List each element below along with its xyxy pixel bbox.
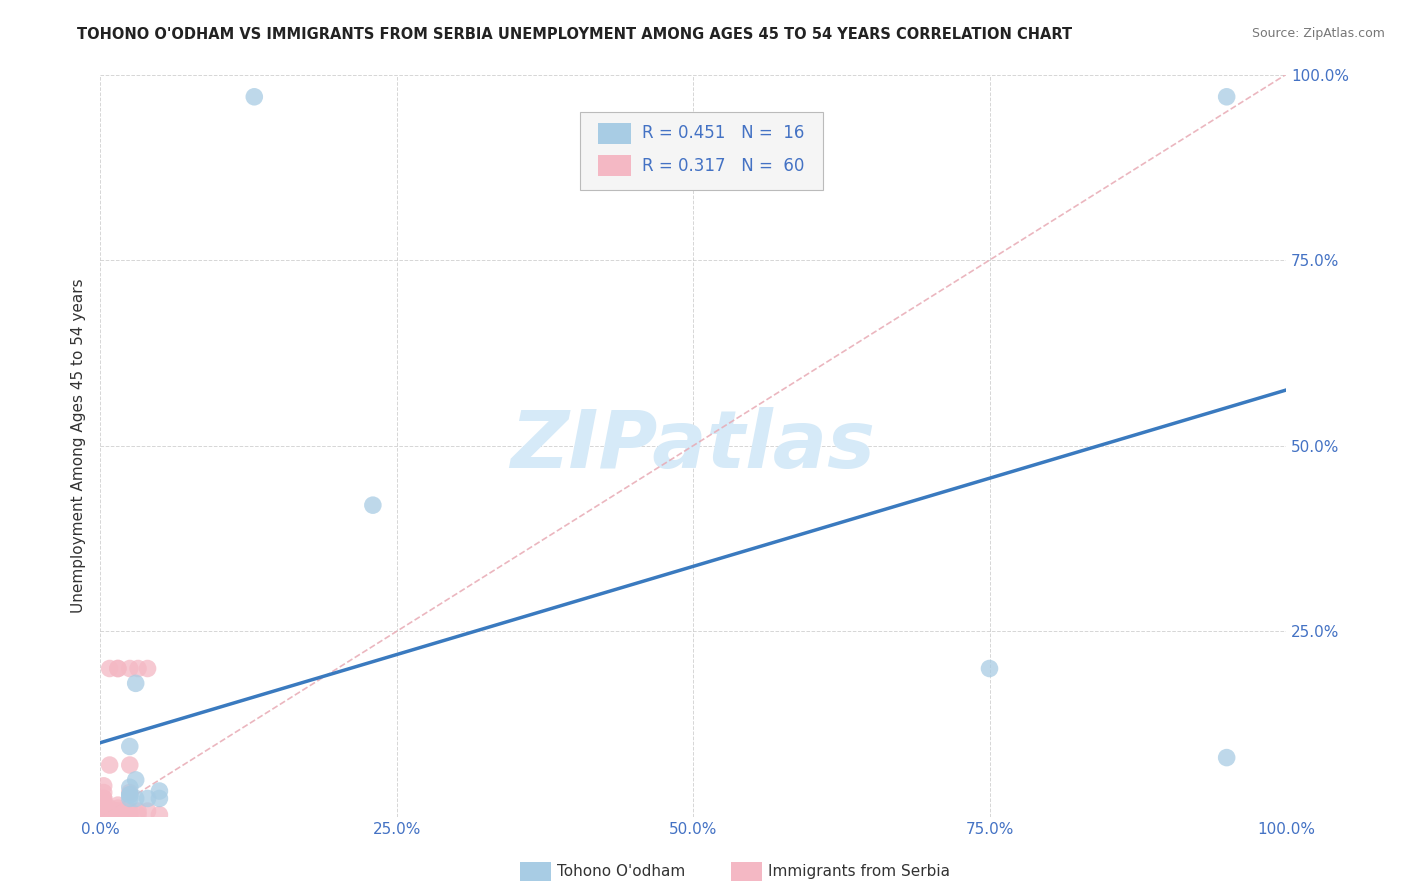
Point (118, 788, 141, 802)
Point (93, 807, 115, 822)
Point (118, 791, 141, 805)
Point (93, 807, 115, 822)
Point (1215, 90, 1237, 104)
Point (125, 791, 148, 805)
Point (127, 661, 149, 675)
Point (107, 807, 129, 822)
Point (93, 801, 115, 815)
Point (136, 791, 159, 805)
Point (93, 807, 115, 822)
Point (93, 791, 115, 805)
Point (118, 807, 141, 822)
Point (93, 807, 115, 822)
Point (118, 780, 141, 795)
Point (118, 661, 141, 675)
Point (93, 807, 115, 822)
Point (93, 807, 115, 822)
Point (93, 798, 115, 813)
Point (361, 498, 384, 512)
Point (93, 795, 115, 809)
Point (107, 661, 129, 675)
Point (127, 804, 149, 818)
Point (93, 807, 115, 822)
Point (98, 807, 121, 822)
Point (112, 804, 135, 818)
Text: R = 0.451   N =  16: R = 0.451 N = 16 (643, 124, 804, 142)
FancyBboxPatch shape (581, 112, 824, 190)
Point (93, 791, 115, 805)
Point (93, 785, 115, 799)
Point (98, 661, 121, 675)
Point (98, 804, 121, 818)
Point (148, 791, 170, 805)
Point (118, 758, 141, 772)
Point (127, 807, 149, 822)
Point (118, 785, 141, 799)
Point (93, 798, 115, 813)
Point (93, 807, 115, 822)
Point (93, 807, 115, 822)
Point (125, 772, 148, 787)
Point (98, 758, 121, 772)
Point (979, 661, 1001, 675)
Text: R = 0.317   N =  60: R = 0.317 N = 60 (643, 157, 804, 175)
Point (107, 661, 129, 675)
Point (98, 804, 121, 818)
Point (118, 804, 141, 818)
Point (243, 90, 266, 104)
Point (107, 804, 129, 818)
Point (93, 807, 115, 822)
Point (1215, 750, 1237, 764)
Text: ZIPatlas: ZIPatlas (510, 407, 876, 484)
Point (107, 801, 129, 815)
Point (93, 779, 115, 793)
Point (148, 784, 170, 798)
Point (107, 804, 129, 818)
Bar (598, 123, 631, 144)
Text: Source: ZipAtlas.com: Source: ZipAtlas.com (1251, 27, 1385, 40)
Point (118, 739, 141, 754)
Text: TOHONO O'ODHAM VS IMMIGRANTS FROM SERBIA UNEMPLOYMENT AMONG AGES 45 TO 54 YEARS : TOHONO O'ODHAM VS IMMIGRANTS FROM SERBIA… (77, 27, 1073, 42)
Point (93, 804, 115, 818)
Point (93, 807, 115, 822)
Point (107, 807, 129, 822)
Point (93, 804, 115, 818)
Point (93, 801, 115, 815)
Point (148, 807, 170, 822)
Point (93, 804, 115, 818)
Point (93, 804, 115, 818)
Text: Immigrants from Serbia: Immigrants from Serbia (768, 864, 949, 879)
Point (93, 807, 115, 822)
Bar (598, 155, 631, 177)
Y-axis label: Unemployment Among Ages 45 to 54 years: Unemployment Among Ages 45 to 54 years (72, 278, 86, 613)
Point (125, 676, 148, 690)
Point (93, 807, 115, 822)
Point (98, 807, 121, 822)
Point (118, 788, 141, 802)
Point (136, 804, 159, 818)
Text: Tohono O'odham: Tohono O'odham (557, 864, 685, 879)
Point (98, 807, 121, 822)
Point (93, 807, 115, 822)
Point (136, 661, 159, 675)
Point (112, 807, 135, 822)
Point (93, 807, 115, 822)
Point (118, 807, 141, 822)
Point (93, 804, 115, 818)
Point (107, 798, 129, 813)
Point (98, 801, 121, 815)
Point (93, 807, 115, 822)
